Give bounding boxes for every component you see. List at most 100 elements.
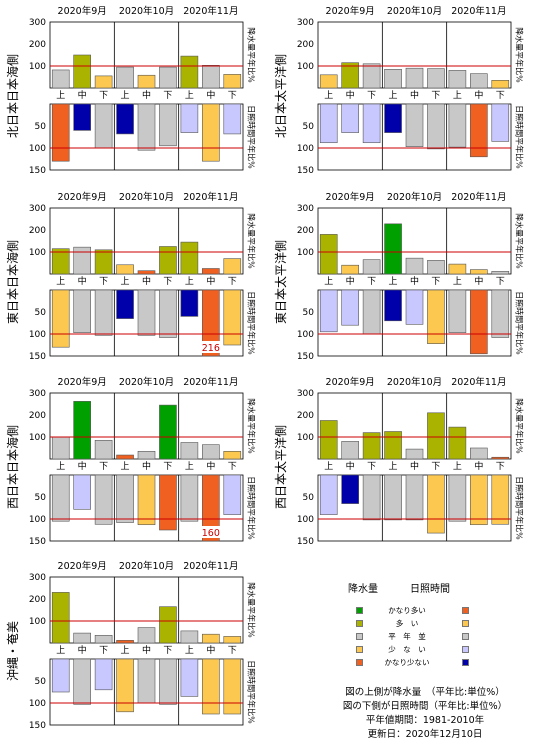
- sunshine-bar: [384, 103, 402, 133]
- precip-tick-label: 200: [297, 40, 314, 50]
- decade-label: 下: [228, 277, 237, 287]
- precip-bar: [202, 444, 220, 460]
- decade-label: 中: [346, 89, 355, 101]
- precip-bar: [116, 454, 134, 460]
- sunshine-tick-label: 50: [303, 493, 315, 503]
- data-label: 160: [202, 528, 220, 539]
- month-label: 2020年11月: [183, 376, 238, 388]
- sunshine-tick-label: 100: [29, 330, 46, 340]
- precip-tick-label: 300: [297, 389, 314, 399]
- sunshine-bar: [362, 474, 381, 521]
- precip-bar: [362, 63, 381, 89]
- precip-bar: [202, 65, 220, 89]
- month-label: 2020年9月: [58, 560, 107, 572]
- legend-label: かなり少ない: [384, 658, 430, 667]
- decade-label: 中: [78, 89, 87, 101]
- precip-tick-label: 200: [29, 226, 46, 236]
- data-label: 216: [202, 343, 220, 354]
- decade-label: 下: [228, 646, 237, 656]
- sunshine-bar: [51, 289, 70, 348]
- precip-bar: [223, 450, 242, 460]
- sunshine-bar: [341, 103, 359, 133]
- decade-label: 下: [431, 91, 440, 101]
- precip-bar: [491, 80, 510, 89]
- precip-tick-label: 300: [29, 389, 46, 399]
- precip-bar: [223, 636, 242, 644]
- legend-row: 少 な い: [300, 643, 550, 656]
- decade-label: 上: [121, 90, 130, 101]
- sunshine-tick-label: 50: [35, 677, 47, 687]
- sunshine-bar: [491, 474, 510, 525]
- decade-label: 下: [228, 462, 237, 472]
- sunshine-bar: [180, 103, 199, 133]
- decade-label: 中: [78, 275, 87, 287]
- sunshine-tick-label: 50: [35, 308, 47, 318]
- sunshine-bar: [202, 658, 220, 715]
- precip-bar: [384, 69, 402, 89]
- decade-label: 中: [142, 89, 151, 101]
- month-label: 2020年9月: [326, 191, 375, 203]
- precip-bar: [491, 456, 510, 460]
- sunshine-bar: [137, 474, 156, 526]
- sunshine-tick-label: 100: [297, 144, 314, 154]
- decade-label: 下: [228, 91, 237, 101]
- precip-bar: [223, 258, 242, 275]
- legend-swatch-precip: [356, 620, 363, 627]
- sunshine-bar: [202, 103, 220, 162]
- decade-label: 上: [185, 90, 194, 101]
- decade-label: 中: [206, 644, 215, 656]
- precip-tick-label: 100: [297, 248, 314, 258]
- sunshine-bar: [202, 474, 220, 542]
- decade-label: 上: [324, 276, 333, 287]
- decade-label: 中: [142, 275, 151, 287]
- precip-bar: [341, 441, 359, 460]
- precip-tick-label: 200: [297, 226, 314, 236]
- decade-label: 下: [99, 646, 108, 656]
- decade-label: 中: [206, 275, 215, 287]
- month-label: 2020年11月: [451, 376, 506, 388]
- precip-bar: [73, 401, 91, 460]
- decade-label: 上: [121, 645, 130, 656]
- decade-label: 上: [324, 461, 333, 472]
- sunshine-bar: [137, 289, 156, 336]
- legend-swatch-precip: [356, 607, 363, 614]
- sunshine-bar: [405, 474, 424, 521]
- decade-label: 下: [163, 91, 172, 101]
- precip-tick-label: 300: [297, 204, 314, 214]
- month-label: 2020年10月: [119, 191, 174, 203]
- sunshine-bar: [448, 103, 467, 148]
- precip-bar: [319, 420, 338, 460]
- precip-bar: [405, 257, 424, 275]
- legend-swatch-sun: [462, 659, 469, 666]
- month-label: 2020年10月: [119, 376, 174, 388]
- sunshine-bar: [405, 103, 424, 147]
- region-title: 北日本太平洋側: [273, 54, 288, 138]
- precip-bar: [116, 264, 134, 275]
- sunshine-bar: [470, 474, 488, 526]
- month-label: 2020年9月: [58, 5, 107, 17]
- precip-bar: [51, 69, 70, 89]
- sunshine-axis-label: 日照時間平年比%: [515, 105, 525, 169]
- decade-label: 下: [496, 277, 505, 287]
- sunshine-bar: [341, 289, 359, 326]
- sunshine-bar: [223, 658, 242, 715]
- sunshine-bar: [405, 289, 424, 325]
- sunshine-tick-label: 150: [297, 352, 314, 362]
- decade-label: 上: [324, 90, 333, 101]
- sunshine-tick-label: 100: [297, 330, 314, 340]
- precip-bar: [405, 67, 424, 89]
- precip-bar: [137, 450, 156, 460]
- precip-bar: [470, 269, 488, 275]
- sunshine-bar: [384, 289, 402, 322]
- sunshine-bar: [384, 474, 402, 521]
- sunshine-bar: [137, 658, 156, 704]
- precip-bar: [319, 74, 338, 89]
- decade-label: 中: [474, 275, 483, 287]
- decade-label: 中: [346, 275, 355, 287]
- decade-label: 上: [56, 90, 65, 101]
- sunshine-bar: [319, 103, 338, 144]
- sunshine-bar: [362, 289, 381, 335]
- sunshine-bar: [116, 289, 134, 319]
- sunshine-bar: [51, 103, 70, 162]
